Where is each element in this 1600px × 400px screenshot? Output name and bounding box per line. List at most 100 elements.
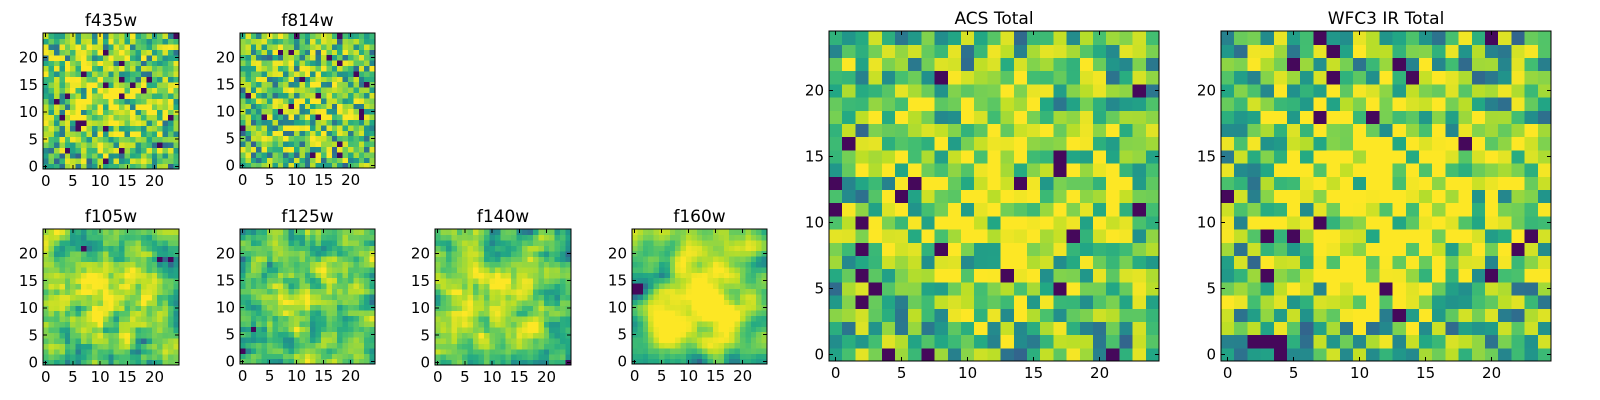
heatmap-cell — [157, 359, 164, 366]
heatmap-cell — [1287, 334, 1301, 349]
heatmap-cell — [1366, 295, 1380, 309]
heatmap-cell — [718, 315, 725, 322]
heatmap-cell — [473, 337, 480, 344]
heatmap-cell — [1445, 255, 1460, 270]
heatmap-cell — [294, 97, 300, 104]
heatmap-cell — [70, 343, 77, 350]
x-tick-label: 10 — [287, 171, 306, 189]
heatmap-cell — [1000, 189, 1015, 204]
heatmap-cell — [168, 163, 175, 170]
heatmap-cell — [315, 337, 322, 343]
heatmap-cell — [1013, 44, 1028, 58]
heatmap-cell — [299, 146, 306, 153]
heatmap-cell — [108, 354, 115, 361]
heatmap-cell — [119, 261, 126, 268]
heatmap-cell — [146, 267, 153, 274]
heatmap-cell — [734, 293, 741, 300]
heatmap-cell — [168, 272, 175, 279]
heatmap-cell — [653, 250, 660, 257]
heatmap-cell — [1524, 176, 1539, 190]
heatmap-cell — [277, 353, 284, 360]
heatmap-cell — [277, 108, 284, 115]
heatmap-cell — [451, 337, 458, 344]
heatmap-cell — [250, 358, 257, 365]
heatmap-cell — [1132, 281, 1147, 296]
heatmap-cell — [829, 321, 843, 336]
heatmap-cell — [1273, 189, 1288, 204]
heatmap-cell — [364, 49, 371, 56]
heatmap-cell — [157, 305, 164, 312]
heatmap-cell — [124, 130, 131, 137]
heatmap-cell — [974, 110, 988, 124]
heatmap-cell — [113, 120, 120, 127]
heatmap-cell — [326, 256, 333, 262]
heatmap-cell — [86, 348, 93, 355]
heatmap-cell — [321, 130, 327, 137]
heatmap-cell — [256, 342, 263, 349]
x-tick-label: 5 — [265, 171, 275, 189]
heatmap-cell — [91, 98, 98, 105]
heatmap-cell — [331, 151, 338, 158]
heatmap-cell — [48, 310, 55, 317]
y-tick-label: 10 — [411, 299, 430, 317]
heatmap-cell — [288, 229, 295, 235]
heatmap-cell — [740, 250, 746, 257]
heatmap-cell — [686, 272, 692, 279]
heatmap-cell — [987, 163, 1002, 177]
heatmap-cell — [310, 315, 317, 322]
heatmap-cell — [130, 326, 137, 333]
heatmap-cell — [59, 49, 66, 56]
heatmap-cell — [691, 331, 698, 338]
heatmap-cell — [157, 38, 164, 45]
heatmap-cell — [445, 277, 452, 284]
heatmap-cell — [310, 299, 317, 306]
heatmap-cell — [331, 92, 338, 99]
heatmap-cell — [146, 272, 153, 279]
heatmap-cell — [522, 316, 529, 323]
heatmap-cell — [435, 245, 442, 252]
heatmap-cell — [1339, 189, 1354, 204]
heatmap-cell — [522, 250, 529, 257]
heatmap-cell — [1132, 83, 1147, 98]
heatmap-cell — [669, 353, 676, 360]
heatmap-cell — [124, 343, 131, 350]
heatmap-cell — [659, 277, 665, 284]
heatmap-cell — [43, 234, 50, 241]
heatmap-cell — [294, 320, 300, 327]
heatmap-cell — [299, 135, 306, 142]
heatmap-cell — [707, 337, 714, 343]
heatmap-cell — [1000, 176, 1015, 190]
heatmap-cell — [855, 163, 870, 177]
heatmap-cell — [250, 33, 257, 39]
heatmap-cell — [478, 321, 485, 328]
heatmap-cell — [86, 277, 93, 284]
heatmap-cell — [348, 320, 354, 327]
heatmap-cell — [353, 151, 360, 158]
heatmap-cell — [500, 343, 507, 350]
heatmap-cell — [102, 152, 109, 159]
heatmap-cell — [500, 299, 507, 306]
heatmap-cell — [267, 60, 273, 66]
heatmap-cell — [304, 315, 311, 322]
heatmap-cell — [1053, 229, 1068, 243]
heatmap-cell — [947, 255, 962, 270]
heatmap-cell — [483, 261, 490, 268]
heatmap-cell — [283, 141, 290, 147]
heatmap-cell — [1524, 334, 1539, 349]
heatmap-cell — [1106, 176, 1120, 190]
heatmap-cell — [64, 147, 71, 154]
heatmap-cell — [342, 65, 349, 72]
heatmap-cell — [729, 250, 736, 257]
heatmap-cell — [304, 261, 311, 268]
heatmap-cell — [761, 326, 768, 333]
heatmap-cell — [140, 54, 147, 61]
heatmap-cell — [277, 229, 284, 235]
x-tick-label: 20 — [537, 368, 556, 386]
heatmap-cell — [1053, 308, 1068, 322]
heatmap-cell — [331, 60, 338, 66]
heatmap-cell — [267, 299, 273, 306]
heatmap-cell — [70, 354, 77, 361]
heatmap-cell — [1260, 242, 1275, 256]
heatmap-cell — [1027, 347, 1041, 362]
heatmap-cell — [48, 294, 55, 301]
